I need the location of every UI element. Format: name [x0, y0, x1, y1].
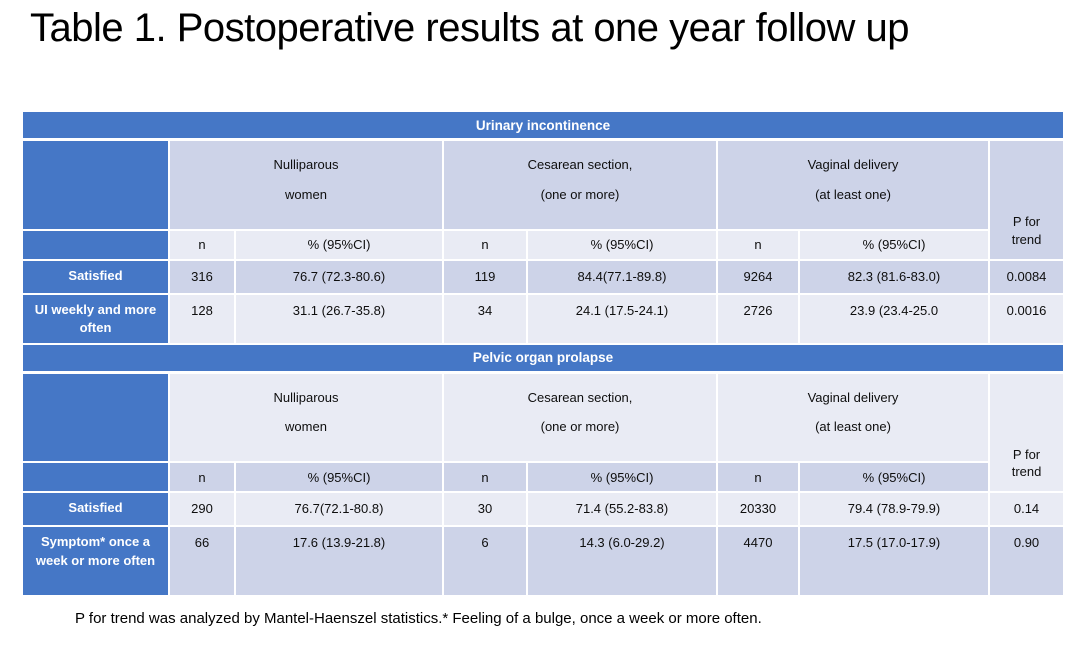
- cell-n: 30: [442, 491, 528, 527]
- cell-p: 0.14: [987, 491, 1066, 527]
- col-header-n: n: [442, 228, 528, 261]
- cell-ci: 79.4 (78.9-79.9): [798, 491, 990, 527]
- cell-p: 0.0016: [987, 292, 1066, 345]
- page-title: Table 1. Postoperative results at one ye…: [30, 6, 909, 50]
- cell-n: 316: [168, 258, 236, 295]
- cell-n: 4470: [716, 525, 800, 597]
- group-header-row: Nulliparous women Cesarean section, (one…: [21, 138, 1066, 261]
- col-header-ci: % (95%CI): [526, 461, 718, 493]
- col-header-ci: % (95%CI): [798, 228, 990, 261]
- table-row-satisfied-pop: Satisfied 290 76.7(72.1-80.8) 30 71.4 (5…: [21, 491, 1066, 527]
- cell-n: 9264: [716, 258, 800, 295]
- group-header-nulliparous: Nulliparous women: [168, 138, 444, 231]
- cell-p: 0.90: [987, 525, 1066, 597]
- col-header-ci: % (95%CI): [798, 461, 990, 493]
- cell-ci: 17.5 (17.0-17.9): [798, 525, 990, 597]
- corner-cell: [21, 371, 170, 463]
- col-header-n: n: [168, 228, 236, 261]
- corner-cell: [21, 228, 170, 261]
- col-header-n: n: [716, 228, 800, 261]
- cell-n: 119: [442, 258, 528, 295]
- group-header-nulliparous: Nulliparous women: [168, 371, 444, 463]
- col-header-ci: % (95%CI): [234, 461, 444, 493]
- table-row-ui-weekly: UI weekly and more often 128 31.1 (26.7-…: [21, 292, 1066, 345]
- cell-ci: 17.6 (13.9-21.8): [234, 525, 444, 597]
- cell-n: 2726: [716, 292, 800, 345]
- section-banner-prolapse: Pelvic organ prolapse: [20, 342, 1066, 374]
- row-label: UI weekly and more often: [21, 292, 170, 345]
- corner-cell: [21, 138, 170, 231]
- cell-n: 20330: [716, 491, 800, 527]
- cell-ci: 76.7 (72.3-80.6): [234, 258, 444, 295]
- footnote: P for trend was analyzed by Mantel-Haens…: [75, 610, 762, 627]
- cell-ci: 24.1 (17.5-24.1): [526, 292, 718, 345]
- table-row-symptom: Symptom* once a week or more often 66 17…: [21, 525, 1066, 597]
- cell-ci: 14.3 (6.0-29.2): [526, 525, 718, 597]
- group-header-vaginal: Vaginal delivery (at least one): [716, 138, 990, 231]
- cell-ci: 31.1 (26.7-35.8): [234, 292, 444, 345]
- cell-n: 34: [442, 292, 528, 345]
- cell-ci: 71.4 (55.2-83.8): [526, 491, 718, 527]
- cell-n: 6: [442, 525, 528, 597]
- cell-n: 128: [168, 292, 236, 345]
- group-header-vaginal: Vaginal delivery (at least one): [716, 371, 990, 463]
- group-header-cesarean: Cesarean section, (one or more): [442, 371, 718, 463]
- p-for-trend-header: P for trend: [987, 138, 1066, 261]
- cell-n: 66: [168, 525, 236, 597]
- table-row-satisfied-ui: Satisfied 316 76.7 (72.3-80.6) 119 84.4(…: [21, 258, 1066, 295]
- group-header-cesarean: Cesarean section, (one or more): [442, 138, 718, 231]
- cell-ci: 84.4(77.1-89.8): [526, 258, 718, 295]
- col-header-n: n: [716, 461, 800, 493]
- col-header-n: n: [442, 461, 528, 493]
- cell-ci: 82.3 (81.6-83.0): [798, 258, 990, 295]
- col-header-ci: % (95%CI): [234, 228, 444, 261]
- subheader-row: n % (95%CI) n % (95%CI) n % (95%CI): [21, 461, 1064, 493]
- cell-ci: 23.9 (23.4-25.0: [798, 292, 990, 345]
- cell-p: 0.0084: [987, 258, 1066, 295]
- cell-n: 290: [168, 491, 236, 527]
- row-label: Satisfied: [21, 491, 170, 527]
- subheader-row: n % (95%CI) n % (95%CI) n % (95%CI): [21, 228, 1064, 261]
- cell-ci: 76.7(72.1-80.8): [234, 491, 444, 527]
- col-header-n: n: [168, 461, 236, 493]
- results-table: Urinary incontinence Nulliparous women C…: [20, 110, 1066, 597]
- row-label: Symptom* once a week or more often: [21, 525, 170, 597]
- section-banner-row: Pelvic organ prolapse: [20, 342, 1066, 374]
- col-header-ci: % (95%CI): [526, 228, 718, 261]
- group-header-row: Nulliparous women Cesarean section, (one…: [21, 371, 1066, 493]
- row-label: Satisfied: [21, 258, 170, 295]
- p-for-trend-header: P for trend: [987, 371, 1066, 493]
- section-banner-urinary: Urinary incontinence: [20, 110, 1066, 141]
- corner-cell: [21, 461, 170, 493]
- section-banner-row: Urinary incontinence: [20, 110, 1066, 141]
